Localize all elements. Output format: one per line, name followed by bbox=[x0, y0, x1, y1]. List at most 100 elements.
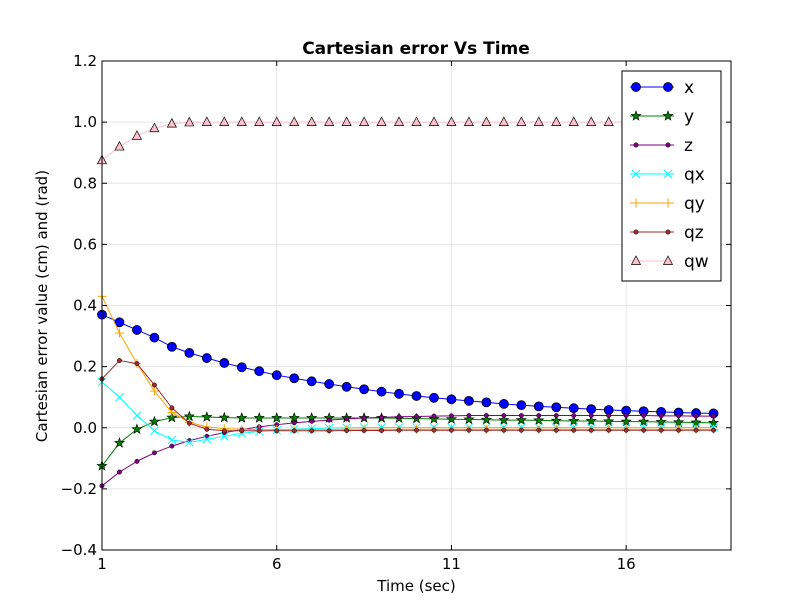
data-point-z bbox=[379, 414, 385, 420]
data-point-z bbox=[326, 417, 332, 423]
chart-title: Cartesian error Vs Time bbox=[302, 39, 530, 59]
data-point-qw bbox=[481, 116, 492, 126]
legend-marker-x bbox=[631, 82, 641, 92]
data-point-qz bbox=[186, 420, 192, 426]
data-point-z bbox=[606, 413, 612, 418]
data-point-z bbox=[501, 413, 507, 418]
data-point-y bbox=[463, 413, 475, 425]
data-point-qz bbox=[379, 428, 385, 433]
data-point-y bbox=[445, 413, 458, 424]
legend-label-z: z bbox=[684, 136, 693, 156]
legend-marker-z bbox=[665, 142, 671, 148]
data-point-y bbox=[515, 414, 527, 425]
data-point-x bbox=[429, 392, 439, 403]
data-point-x bbox=[289, 373, 300, 384]
legend: xyz qx qy qz qw bbox=[621, 70, 722, 282]
data-point-z bbox=[693, 413, 699, 419]
data-point-qz bbox=[588, 427, 594, 433]
data-point-y bbox=[533, 414, 545, 426]
axis-ticks: 1 6 11 16−0.4−0.20.00.20.40.60.81.01.2 bbox=[61, 52, 731, 573]
data-point-qw bbox=[236, 116, 247, 126]
data-point-y bbox=[603, 415, 615, 427]
data-point-qz bbox=[606, 427, 612, 433]
y-axis-label: Cartesian error value (cm) and (rad) bbox=[33, 170, 51, 442]
series-line-qx bbox=[101, 381, 714, 443]
legend-entry-qz: qz bbox=[630, 223, 704, 243]
data-point-x bbox=[201, 353, 212, 363]
data-point-x bbox=[359, 384, 369, 395]
data-point-qz bbox=[448, 427, 454, 433]
data-point-qz bbox=[414, 427, 419, 433]
data-point-y bbox=[148, 415, 160, 427]
data-point-qx bbox=[202, 435, 212, 444]
data-point-qz bbox=[204, 426, 210, 432]
data-point-qz bbox=[431, 427, 437, 433]
data-point-y bbox=[288, 412, 300, 423]
data-point-x bbox=[376, 386, 387, 397]
data-point-y bbox=[166, 411, 178, 423]
data-point-x bbox=[306, 376, 317, 387]
data-point-x bbox=[324, 379, 335, 389]
data-point-qx bbox=[219, 431, 229, 441]
data-point-y bbox=[236, 412, 248, 423]
data-point-z bbox=[117, 469, 122, 475]
legend-label-x: x bbox=[684, 78, 694, 98]
data-point-qw bbox=[254, 116, 265, 126]
data-point-qz bbox=[291, 428, 297, 434]
data-point-qx bbox=[132, 411, 142, 420]
data-point-x bbox=[254, 366, 265, 377]
data-point-y bbox=[638, 415, 650, 427]
legend-marker-qz bbox=[665, 229, 671, 235]
legend-marker-qx bbox=[663, 169, 673, 179]
data-point-z bbox=[151, 450, 157, 456]
data-point-z bbox=[536, 413, 542, 418]
data-point-z bbox=[396, 414, 402, 420]
data-point-y bbox=[655, 416, 667, 427]
data-point-y bbox=[253, 412, 265, 423]
data-point-qw bbox=[306, 116, 317, 126]
data-point-qw bbox=[393, 116, 405, 126]
data-point-qx bbox=[150, 426, 159, 436]
data-point-x bbox=[271, 370, 282, 381]
data-point-qz bbox=[536, 427, 542, 433]
x-tick-label: 11 bbox=[442, 555, 461, 573]
y-tick-label: −0.4 bbox=[61, 541, 97, 559]
data-point-y bbox=[113, 437, 126, 448]
data-point-qz bbox=[518, 427, 524, 433]
legend-marker-qz bbox=[633, 229, 639, 235]
data-point-x bbox=[166, 341, 177, 352]
data-point-qw bbox=[586, 116, 597, 126]
data-point-x bbox=[498, 399, 509, 409]
legend-entry-qw: qw bbox=[630, 252, 709, 272]
data-point-qw bbox=[446, 116, 457, 126]
data-point-y bbox=[620, 415, 632, 427]
data-point-qx bbox=[167, 435, 177, 445]
data-point-qy bbox=[149, 386, 159, 396]
data-point-z bbox=[344, 416, 350, 422]
legend-marker-qy bbox=[663, 198, 673, 208]
legend-marker-qw bbox=[662, 255, 674, 265]
data-point-z bbox=[361, 415, 367, 421]
data-point-qw bbox=[516, 116, 527, 126]
data-point-qw bbox=[149, 122, 160, 133]
legend-entry-z: z bbox=[630, 136, 693, 156]
x-axis-label: Time (sec) bbox=[376, 577, 455, 595]
data-point-qw bbox=[498, 116, 509, 126]
data-point-qw bbox=[411, 116, 422, 126]
data-point-x bbox=[236, 362, 247, 373]
data-point-z bbox=[658, 413, 664, 419]
legend-label-qz: qz bbox=[684, 223, 704, 243]
data-point-y bbox=[585, 415, 597, 426]
data-point-qz bbox=[553, 427, 559, 433]
data-point-qz bbox=[658, 427, 664, 433]
data-point-y bbox=[550, 414, 562, 426]
data-point-y bbox=[218, 411, 230, 423]
data-point-qw bbox=[376, 116, 387, 126]
data-point-y bbox=[131, 423, 143, 435]
data-point-qz bbox=[571, 427, 577, 433]
legend-box bbox=[621, 70, 722, 282]
data-point-z bbox=[641, 413, 647, 418]
data-point-qz bbox=[361, 428, 367, 433]
data-point-x bbox=[219, 358, 230, 368]
